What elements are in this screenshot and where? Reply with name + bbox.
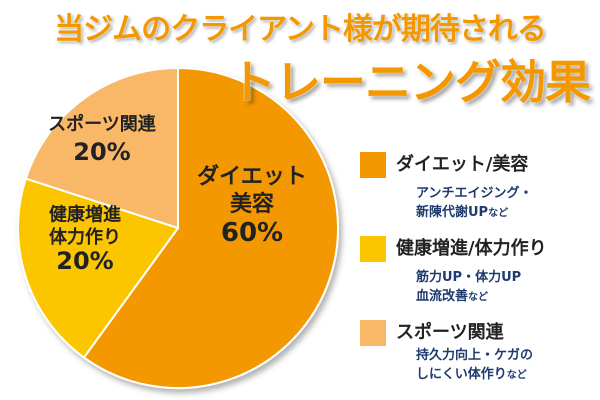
legend-desc-health: 筋力UP・体力UP 血流改善など [416, 268, 521, 307]
legend-desc-sports-text: しにくい体作り [416, 367, 507, 382]
legend-swatch-diet [360, 152, 386, 178]
legend-desc-diet-suffix: など [488, 208, 509, 219]
slice-label-diet-line1: ダイエット [197, 164, 307, 190]
legend-desc-diet-text: 新陳代謝UP [416, 205, 489, 220]
slice-percent-sports: 20% [73, 138, 130, 166]
legend-desc-sports-line2: しにくい体作りなど [416, 365, 533, 385]
slice-label-diet-line2: 美容 [230, 191, 274, 217]
legend-desc-health-line2: 血流改善など [416, 287, 521, 307]
slice-percent-diet: 60% [221, 218, 283, 248]
chart-title-line2: トレーニング効果 [230, 55, 591, 109]
legend-label-diet: ダイエット/美容 [396, 154, 529, 175]
legend-desc-sports: 持久力向上・ケガの しにくい体作りなど [416, 346, 533, 385]
chart-title-line1: 当ジムのクライアント様が期待される [54, 12, 547, 47]
legend-desc-health-line1: 筋力UP・体力UP [416, 270, 522, 285]
legend-desc-diet-line2: 新陳代謝UPなど [416, 203, 532, 223]
legend-desc-health-text: 血流改善 [416, 289, 469, 304]
slice-percent-health: 20% [56, 247, 113, 275]
legend-swatch-sports [360, 320, 386, 346]
pie-slice-sports [24, 66, 179, 230]
pie-slice-diet [82, 66, 339, 389]
legend-label-sports: スポーツ関連 [396, 322, 504, 343]
legend-desc-health-suffix: など [468, 292, 489, 303]
pie-slice-health [17, 177, 180, 359]
legend-desc-diet: アンチエイジング・ 新陳代謝UPなど [416, 184, 532, 223]
slice-label-health-line1: 健康増進 [49, 203, 121, 225]
legend-swatch-health [360, 236, 386, 262]
slice-label-health-line2: 体力作り [49, 226, 121, 248]
legend-desc-sports-suffix: など [506, 370, 527, 381]
legend-label-health: 健康増進/体力作り [396, 238, 547, 259]
legend-desc-diet-line1: アンチエイジング・ [416, 186, 533, 201]
legend-desc-sports-line1: 持久力向上・ケガの [416, 348, 534, 363]
slice-label-sports-line1: スポーツ関連 [48, 113, 157, 135]
